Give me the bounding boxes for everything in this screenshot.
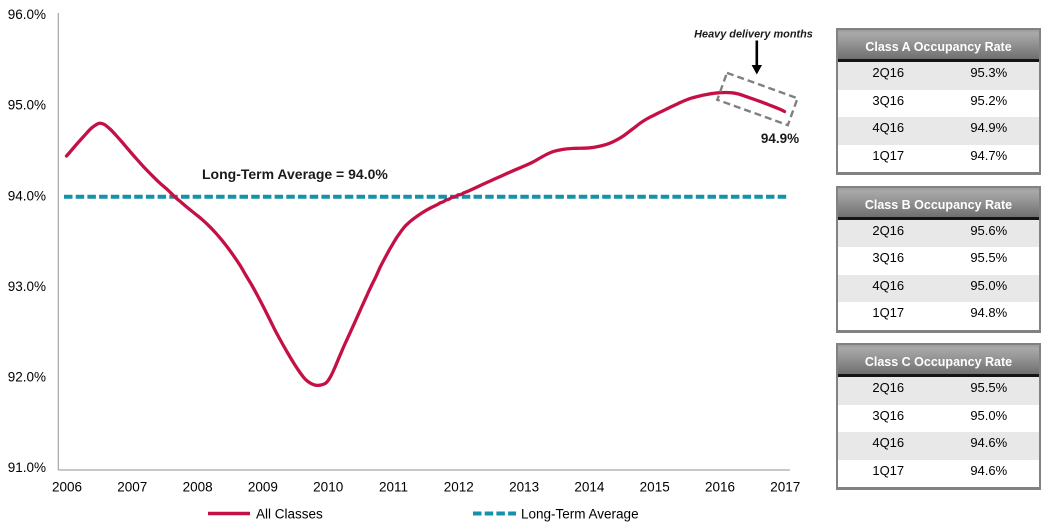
svg-text:2010: 2010 xyxy=(313,480,343,495)
svg-text:2013: 2013 xyxy=(509,480,539,495)
svg-text:94.0%: 94.0% xyxy=(8,188,46,203)
svg-text:2012: 2012 xyxy=(444,480,474,495)
svg-text:Long-Term Average = 94.0%: Long-Term Average = 94.0% xyxy=(202,166,388,182)
svg-text:2015: 2015 xyxy=(640,480,670,495)
svg-text:93.0%: 93.0% xyxy=(8,279,46,294)
svg-text:2016: 2016 xyxy=(705,480,735,495)
svg-text:2008: 2008 xyxy=(183,480,213,495)
svg-text:Long-Term Average: Long-Term Average xyxy=(521,507,639,522)
svg-text:2007: 2007 xyxy=(117,480,147,495)
svg-text:92.0%: 92.0% xyxy=(8,370,46,385)
svg-text:2017: 2017 xyxy=(770,480,800,495)
svg-text:91.0%: 91.0% xyxy=(8,460,46,475)
svg-text:All Classes: All Classes xyxy=(256,507,323,522)
svg-text:2009: 2009 xyxy=(248,480,278,495)
svg-text:94.9%: 94.9% xyxy=(761,131,799,146)
svg-text:2011: 2011 xyxy=(379,480,408,495)
svg-text:2006: 2006 xyxy=(52,480,82,495)
svg-text:2014: 2014 xyxy=(574,480,605,495)
svg-text:96.0%: 96.0% xyxy=(8,7,46,22)
svg-text:Heavy delivery months: Heavy delivery months xyxy=(694,29,813,41)
svg-text:95.0%: 95.0% xyxy=(8,98,46,113)
